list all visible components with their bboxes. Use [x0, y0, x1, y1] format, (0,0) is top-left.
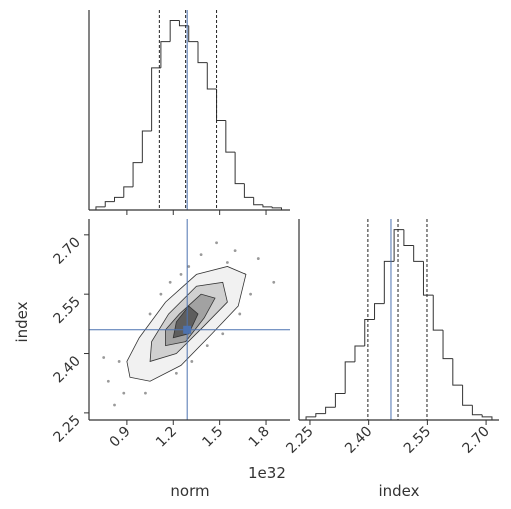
sample-point [249, 292, 252, 296]
histogram-step [95, 206, 106, 210]
histogram-step [169, 20, 180, 42]
histogram-step [413, 245, 424, 262]
y-tick-label: 2.25 [50, 412, 83, 445]
histogram-step [315, 413, 326, 417]
histogram-step [243, 183, 254, 198]
histogram-step [234, 152, 245, 185]
sample-point [256, 257, 260, 260]
histogram-step [481, 414, 493, 420]
histogram-step [334, 393, 346, 408]
x-tick-label: 2.55 [401, 424, 434, 457]
histogram-step [344, 361, 355, 394]
sample-point [117, 360, 121, 363]
x-tick-label: 1.2 [153, 424, 180, 451]
histogram-step [225, 120, 236, 153]
x-axis-label: index [378, 482, 419, 500]
sample-point [148, 312, 152, 316]
sample-point [238, 312, 242, 316]
histogram-step [104, 201, 115, 207]
x-tick-label: 2.25 [283, 424, 316, 457]
offset-label: 1e32 [248, 464, 286, 482]
histogram-step [305, 416, 316, 420]
histogram-step [253, 197, 263, 206]
sample-point [215, 241, 218, 245]
histogram-step [325, 406, 336, 414]
x-tick-label: 2.40 [342, 424, 375, 457]
sample-point [106, 379, 110, 383]
sample-point [113, 403, 116, 407]
histogram-step [271, 206, 282, 210]
histogram-step [160, 41, 171, 68]
sample-point [122, 391, 126, 395]
y-tick-label: 2.40 [50, 353, 83, 386]
histogram-step [206, 62, 217, 90]
sample-point [159, 292, 163, 296]
y-axis-label: index [13, 301, 31, 342]
sample-point [205, 344, 209, 348]
histogram-step [422, 261, 434, 296]
histogram-step [114, 196, 124, 202]
histogram-step [197, 41, 208, 64]
x-axis-label: norm [170, 482, 209, 500]
histogram-step [393, 229, 404, 262]
histogram-step [262, 204, 273, 208]
histogram-step [383, 260, 395, 304]
histogram-step [374, 303, 385, 320]
histogram-step [354, 345, 365, 362]
sample-point [190, 360, 194, 363]
histogram-step [403, 229, 414, 246]
histogram-step [462, 385, 473, 406]
sample-point [272, 280, 276, 284]
sample-point [174, 371, 178, 375]
x-tick-label: 2.70 [460, 424, 493, 457]
x-tick-label: 1.8 [246, 424, 273, 451]
histogram-step [188, 25, 199, 43]
x-tick-label: 0.9 [107, 424, 134, 451]
sample-point [102, 356, 106, 359]
sample-point [233, 249, 237, 253]
histogram-step [132, 162, 143, 187]
histogram-step [442, 330, 453, 360]
histogram-step [216, 88, 226, 122]
y-tick-label: 2.55 [50, 294, 83, 327]
histogram-step [123, 186, 134, 198]
histogram-step [364, 319, 375, 346]
histogram-step [432, 295, 444, 331]
sample-point [144, 391, 147, 395]
y-tick-label: 2.70 [50, 234, 83, 267]
sample-point [199, 253, 203, 257]
histogram-step [141, 130, 152, 163]
histogram-step [151, 67, 161, 132]
histogram-step [452, 358, 463, 386]
sample-point [168, 280, 172, 284]
sample-point [179, 272, 183, 276]
sample-point [187, 265, 191, 268]
x-tick-label: 1.5 [199, 424, 226, 451]
sample-point [225, 261, 229, 264]
sample-point [221, 332, 225, 336]
truth-point [183, 325, 192, 334]
histogram-step [471, 405, 483, 416]
